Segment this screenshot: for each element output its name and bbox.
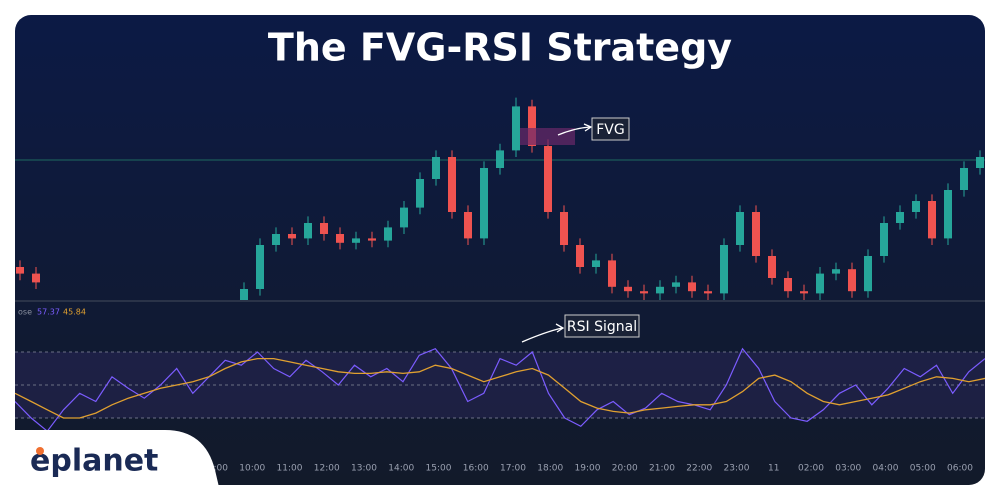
candle-body	[944, 190, 952, 239]
candle-body	[720, 245, 728, 294]
fvg-zone	[520, 128, 575, 145]
candle-body	[960, 168, 968, 190]
x-tick-label: 16:00	[463, 464, 489, 474]
candle-body	[16, 267, 24, 274]
candle-body	[256, 245, 264, 289]
title: The FVG-RSI Strategy	[268, 26, 732, 70]
candle-body	[304, 223, 312, 239]
brand-logo: eplanet	[30, 444, 158, 479]
candle-body	[400, 207, 408, 228]
candle-body	[768, 256, 776, 278]
arrow	[521, 327, 563, 343]
arrow-head	[555, 323, 565, 333]
candle-body	[704, 291, 712, 294]
candle-body	[560, 212, 568, 245]
candle-body	[752, 212, 760, 256]
x-tick-label: 12:00	[314, 464, 340, 474]
candle-body	[880, 223, 888, 256]
candle-body	[784, 278, 792, 292]
candle-body	[848, 269, 856, 292]
x-tick-label: 03:00	[835, 464, 861, 474]
x-tick-label: 04:00	[873, 464, 899, 474]
candle-body	[240, 289, 248, 300]
candle-body	[864, 256, 872, 292]
candle-body	[272, 234, 280, 245]
candle-body	[976, 157, 984, 168]
candle-body	[576, 245, 584, 267]
candle-body	[544, 146, 552, 212]
x-tick-label: 05:00	[910, 464, 936, 474]
annotation: RSI Signal	[567, 319, 637, 335]
brand-panel	[0, 430, 222, 500]
annotation: FVG	[596, 122, 624, 138]
x-tick-label: 15:00	[426, 464, 452, 474]
candle-body	[32, 273, 40, 283]
ma-line	[15, 357, 985, 419]
candle-body	[512, 106, 520, 151]
candle-body	[896, 212, 904, 223]
candle-body	[640, 291, 648, 294]
candle-body	[592, 260, 600, 267]
candle-body	[368, 238, 376, 241]
x-tick-label: 21:00	[649, 464, 675, 474]
candle-body	[480, 168, 488, 239]
indicator-label: ose	[18, 308, 32, 317]
indicator-value: 45.84	[63, 308, 86, 317]
x-tick-label: 10:00	[239, 464, 265, 474]
candle-body	[624, 286, 632, 292]
x-tick-label: 02:00	[798, 464, 824, 474]
candle-body	[336, 234, 344, 243]
x-tick-label: 14:00	[388, 464, 414, 474]
candle-body	[464, 212, 472, 239]
candle-body	[496, 150, 504, 168]
annotation-box	[564, 314, 640, 338]
candle-body	[432, 157, 440, 179]
x-tick-label: 09:00	[202, 464, 228, 474]
x-tick-label: 19:00	[575, 464, 601, 474]
candle-body	[352, 238, 360, 243]
x-tick-label: 13:00	[351, 464, 377, 474]
candle-body	[288, 234, 296, 239]
indicator-value: 57.37	[37, 308, 60, 317]
candle-body	[320, 223, 328, 234]
candle-body	[672, 282, 680, 287]
x-tick-label: 11:00	[277, 464, 303, 474]
arrow-head	[583, 123, 593, 132]
candle-body	[608, 260, 616, 287]
candle-body	[912, 201, 920, 212]
candle-body	[528, 106, 536, 146]
x-tick-label: 06:00	[947, 464, 973, 474]
candle-body	[816, 273, 824, 294]
candle-body	[448, 157, 456, 212]
candle-body	[416, 179, 424, 208]
x-tick-label: 17:00	[500, 464, 526, 474]
x-tick-label: 11	[768, 464, 779, 474]
arrow	[557, 126, 591, 136]
x-tick-label: 23:00	[724, 464, 750, 474]
candle-body	[688, 282, 696, 292]
candle-body	[736, 212, 744, 245]
x-tick-label: 22:00	[686, 464, 712, 474]
brand-dot	[36, 447, 44, 455]
x-tick-label: 18:00	[537, 464, 563, 474]
x-tick-label: 20:00	[612, 464, 638, 474]
candle-body	[384, 227, 392, 241]
rsi-line	[15, 347, 985, 433]
chart-panel	[15, 15, 985, 485]
candle-body	[656, 286, 664, 294]
annotation-box	[591, 117, 630, 141]
candle-body	[928, 201, 936, 239]
candle-body	[800, 291, 808, 294]
candle-body	[832, 269, 840, 274]
